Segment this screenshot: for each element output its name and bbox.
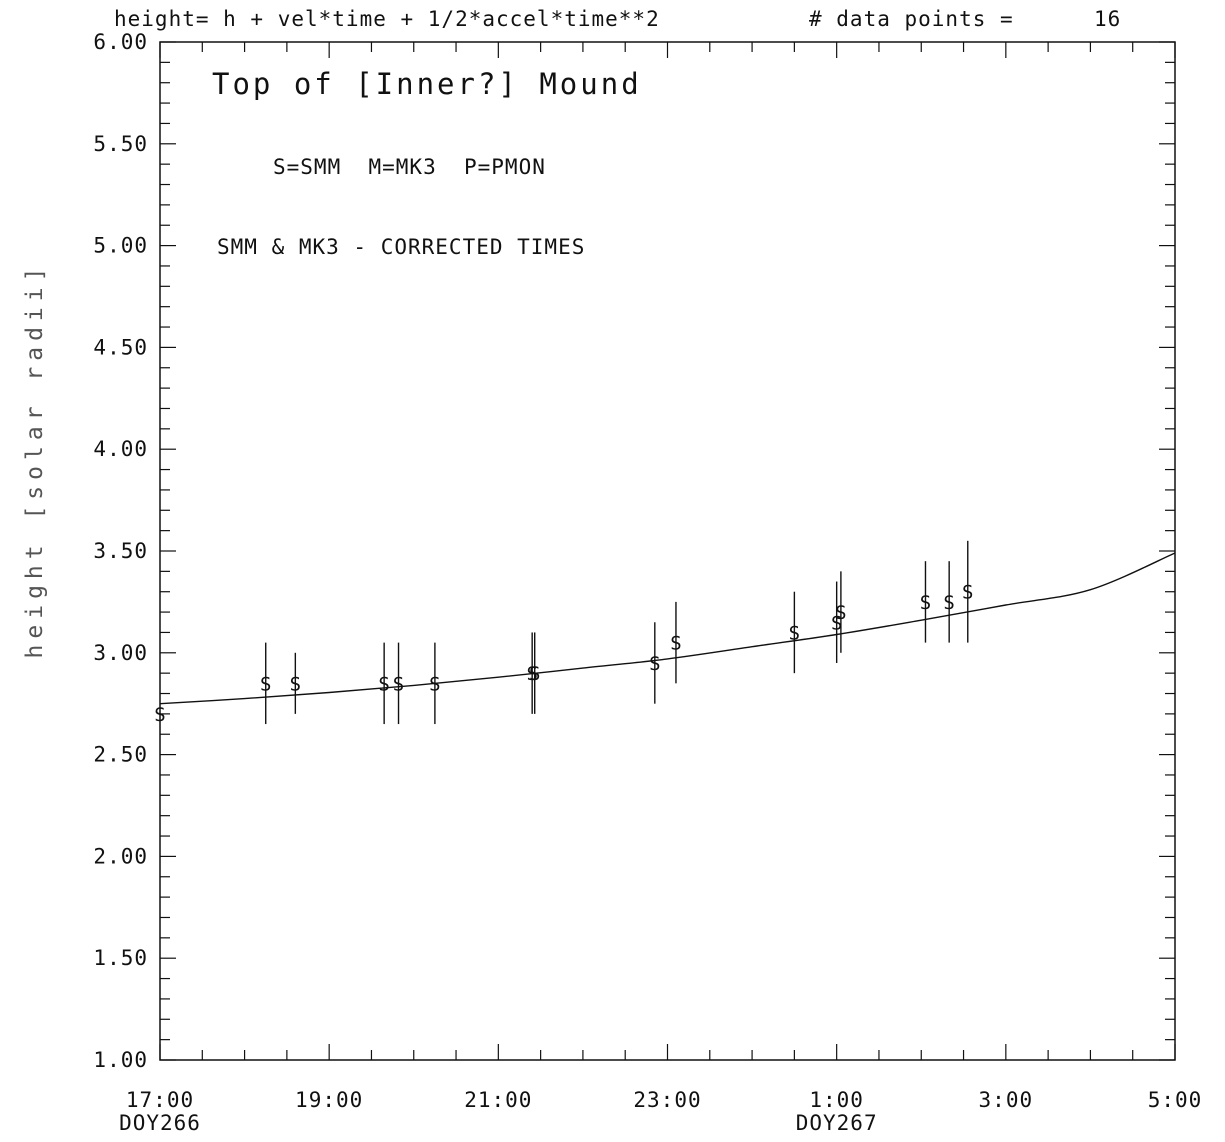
- x-tick-label: 23:00: [633, 1088, 701, 1112]
- y-tick-label: 3.50: [93, 539, 148, 563]
- data-point-marker: S: [831, 612, 842, 634]
- data-point-marker: S: [529, 663, 540, 685]
- x-tick-label: 21:00: [464, 1088, 532, 1112]
- data-point-marker: S: [835, 602, 846, 624]
- data-point-marker: S: [962, 582, 973, 604]
- data-point-marker: S: [526, 663, 537, 685]
- data-point-marker: S: [154, 704, 165, 726]
- header-formula: height= h + vel*time + 1/2*accel*time**2: [114, 7, 660, 31]
- y-tick-label: 2.00: [93, 844, 148, 868]
- y-minor-ticks: [160, 41, 1175, 1061]
- x-tick-label: 5:00: [1148, 1088, 1203, 1112]
- data-point-marker: S: [943, 592, 954, 614]
- data-point-marker: S: [920, 592, 931, 614]
- data-point-marker: S: [789, 622, 800, 644]
- header-points-count: 16: [1094, 7, 1121, 31]
- y-tick-label: 5.00: [93, 234, 148, 258]
- data-point-marker: S: [393, 673, 404, 695]
- x-tick-label: 17:00: [126, 1088, 194, 1112]
- x-minor-ticks: [159, 42, 1176, 1060]
- corrected-times-annotation: SMM & MK3 - CORRECTED TIMES: [217, 235, 585, 259]
- data-point-marker: S: [378, 673, 389, 695]
- x-tick-label: 19:00: [295, 1088, 363, 1112]
- y-tick-label: 4.50: [93, 335, 148, 359]
- y-axis-label: height [solar radii]: [22, 262, 48, 659]
- y-tick-label: 2.50: [93, 743, 148, 767]
- legend-annotation: S=SMM M=MK3 P=PMON: [273, 155, 546, 179]
- y-tick-label: 3.00: [93, 641, 148, 665]
- y-tick-label: 1.00: [93, 1048, 148, 1072]
- y-tick-label: 1.50: [93, 946, 148, 970]
- data-points: SS S S S S SS SS S SS S S S: [154, 540, 973, 726]
- x-tick-sublabel: DOY266: [119, 1111, 201, 1135]
- data-point-marker: S: [670, 633, 681, 655]
- x-tick-label: 1:00: [809, 1088, 864, 1112]
- x-tick-sublabel: DOY267: [796, 1111, 878, 1135]
- x-tick-label: 3:00: [979, 1088, 1034, 1112]
- data-point-marker: S: [260, 673, 271, 695]
- fit-curve: [159, 552, 1176, 705]
- plot-frame: [159, 41, 1176, 1061]
- data-point-marker: S: [649, 653, 660, 675]
- y-tick-label: 6.00: [93, 30, 148, 54]
- chart-title: Top of [Inner?] Mound: [212, 67, 642, 101]
- data-point-marker: S: [429, 673, 440, 695]
- y-axis-ticks: 1.00 1.50 2.00 2.50 3.00 3.50 4.00 4.50 5.00 5.50…: [93, 30, 148, 1072]
- data-point-marker: S: [290, 673, 301, 695]
- y-tick-label: 4.00: [93, 437, 148, 461]
- header-points-label: # data points =: [809, 7, 1014, 31]
- y-tick-label: 5.50: [93, 132, 148, 156]
